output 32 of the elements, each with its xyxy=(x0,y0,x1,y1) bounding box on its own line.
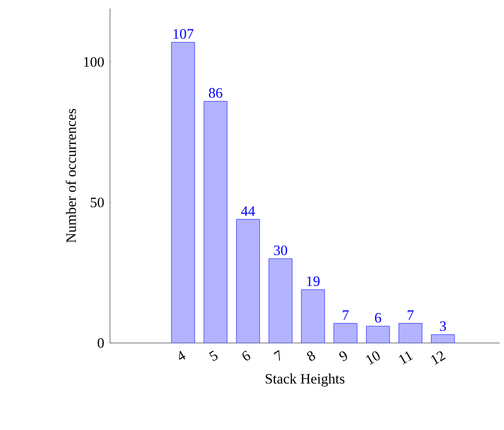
y-tick-label: 50 xyxy=(90,198,104,208)
bar xyxy=(334,323,358,343)
data-label: 7 xyxy=(342,310,349,320)
bar xyxy=(171,42,195,343)
y-tick-label: 100 xyxy=(84,57,104,67)
bar xyxy=(204,101,228,343)
data-label: 7 xyxy=(408,310,414,320)
x-tick-label: 4 xyxy=(179,350,186,360)
data-label: 6 xyxy=(374,312,382,323)
y-tick-label: 0 xyxy=(98,338,104,348)
x-tick-label: 5 xyxy=(209,350,218,362)
x-tick-label: 11 xyxy=(399,351,414,364)
x-axis-title: Stack Heights xyxy=(266,374,344,387)
data-label: 86 xyxy=(208,88,222,98)
x-tick-label: 9 xyxy=(339,351,348,362)
bar xyxy=(301,289,325,343)
data-label: 44 xyxy=(241,206,255,216)
bar xyxy=(398,323,422,343)
data-label: 19 xyxy=(307,276,320,286)
y-axis-title: Number of occurrences xyxy=(66,108,76,243)
x-tick-label: 6 xyxy=(242,350,250,360)
bar xyxy=(236,219,260,343)
x-tick-label: 8 xyxy=(307,351,316,361)
data-label: 107 xyxy=(174,29,194,39)
x-tick-label: 10 xyxy=(366,351,380,365)
x-tick-label: 7 xyxy=(274,350,280,361)
bar xyxy=(268,258,292,343)
x-tick-label: 12 xyxy=(431,351,446,365)
data-label: 30 xyxy=(274,245,288,256)
bar xyxy=(431,334,455,343)
data-label: 3 xyxy=(440,321,446,332)
bar xyxy=(366,326,390,343)
